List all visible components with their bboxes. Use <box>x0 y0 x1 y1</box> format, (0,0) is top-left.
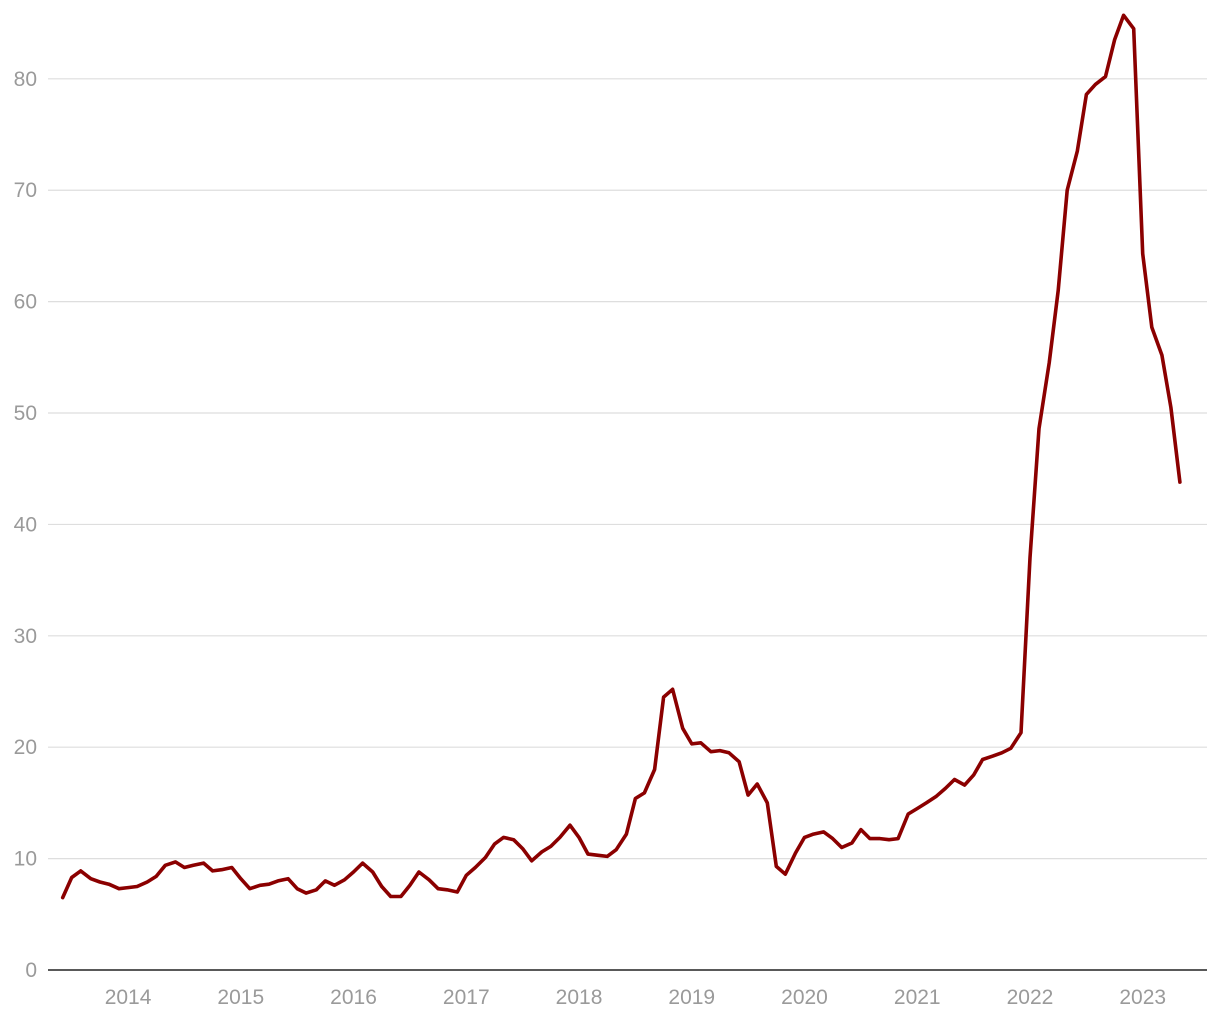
x-tick-label-2022: 2022 <box>1007 986 1054 1009</box>
x-tick-label-2016: 2016 <box>330 986 377 1009</box>
y-tick-label-0: 0 <box>25 959 37 982</box>
y-tick-label-40: 40 <box>14 513 37 536</box>
y-tick-label-10: 10 <box>14 848 37 871</box>
series-line-1 <box>60 13 1182 900</box>
x-tick-label-2017: 2017 <box>443 986 490 1009</box>
y-tick-label-20: 20 <box>14 736 37 759</box>
x-tick-label-2021: 2021 <box>894 986 941 1009</box>
x-tick-label-2020: 2020 <box>781 986 828 1009</box>
x-tick-label-2023: 2023 <box>1119 986 1166 1009</box>
series-lines <box>60 13 1182 900</box>
y-tick-label-50: 50 <box>14 402 37 425</box>
x-tick-label-2015: 2015 <box>217 986 264 1009</box>
x-axis-tick-labels: 2014 2015 2016 2017 2018 2019 2020 2021 2022 2023 <box>105 986 1166 1009</box>
x-tick-label-2014: 2014 <box>105 986 152 1009</box>
y-tick-label-60: 60 <box>14 291 37 314</box>
x-tick-label-2019: 2019 <box>668 986 715 1009</box>
y-tick-label-80: 80 <box>14 68 37 91</box>
y-tick-label-70: 70 <box>14 179 37 202</box>
y-axis-tick-labels: 0 10 20 30 40 50 60 70 80 <box>14 68 37 982</box>
x-tick-label-2018: 2018 <box>556 986 603 1009</box>
gridlines <box>48 78 1207 860</box>
y-tick-label-30: 30 <box>14 625 37 648</box>
